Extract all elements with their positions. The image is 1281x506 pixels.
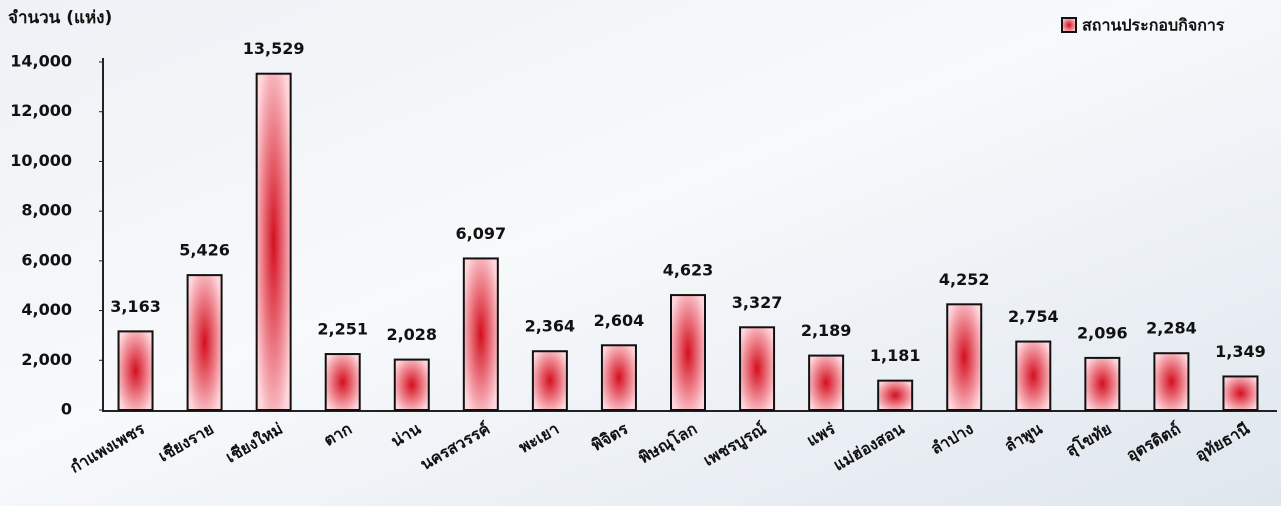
bar (808, 354, 845, 411)
legend-swatch (1061, 17, 1077, 33)
bar (670, 294, 706, 411)
bar (531, 350, 568, 411)
legend-label: สถานประกอบกิจการ (1082, 16, 1225, 35)
value-label: 2,096 (1077, 323, 1128, 342)
bar (117, 330, 154, 412)
y-tick-label: 0 (61, 400, 72, 419)
value-label: 2,604 (594, 311, 645, 330)
y-axis-label: จำนวน (แห่ง) (8, 8, 112, 28)
y-tick-label: 2,000 (21, 350, 72, 369)
value-label: 2,189 (801, 321, 852, 340)
value-label: 3,327 (732, 293, 783, 312)
value-label: 2,251 (317, 320, 368, 339)
value-label: 6,097 (456, 224, 507, 243)
value-label: 2,028 (386, 325, 437, 344)
bar (393, 358, 430, 412)
value-label: 5,426 (179, 241, 230, 260)
y-tick-label: 8,000 (21, 201, 72, 220)
value-label: 4,623 (663, 261, 714, 280)
bar (739, 326, 776, 412)
value-label: 13,529 (243, 39, 305, 58)
y-tick-label: 6,000 (21, 250, 72, 269)
bar (600, 344, 637, 411)
y-tick-label: 10,000 (10, 151, 72, 170)
bar (462, 257, 499, 412)
y-tick-label: 12,000 (10, 101, 72, 120)
value-label: 2,364 (525, 317, 576, 336)
value-label: 1,349 (1215, 342, 1266, 361)
bar (186, 274, 223, 412)
y-tick-label: 4,000 (21, 300, 72, 319)
bar (1015, 340, 1052, 411)
value-label: 2,284 (1146, 319, 1197, 338)
bar (324, 353, 361, 411)
bar (877, 379, 914, 411)
bar (1084, 356, 1121, 411)
bar (255, 72, 292, 412)
y-tick-label: 14,000 (10, 52, 72, 71)
bar (1222, 375, 1259, 411)
value-label: 3,163 (110, 297, 161, 316)
bar (946, 303, 983, 412)
bar (1153, 352, 1190, 412)
value-label: 2,754 (1008, 307, 1059, 326)
value-label: 4,252 (939, 270, 990, 289)
value-label: 1,181 (870, 346, 921, 365)
